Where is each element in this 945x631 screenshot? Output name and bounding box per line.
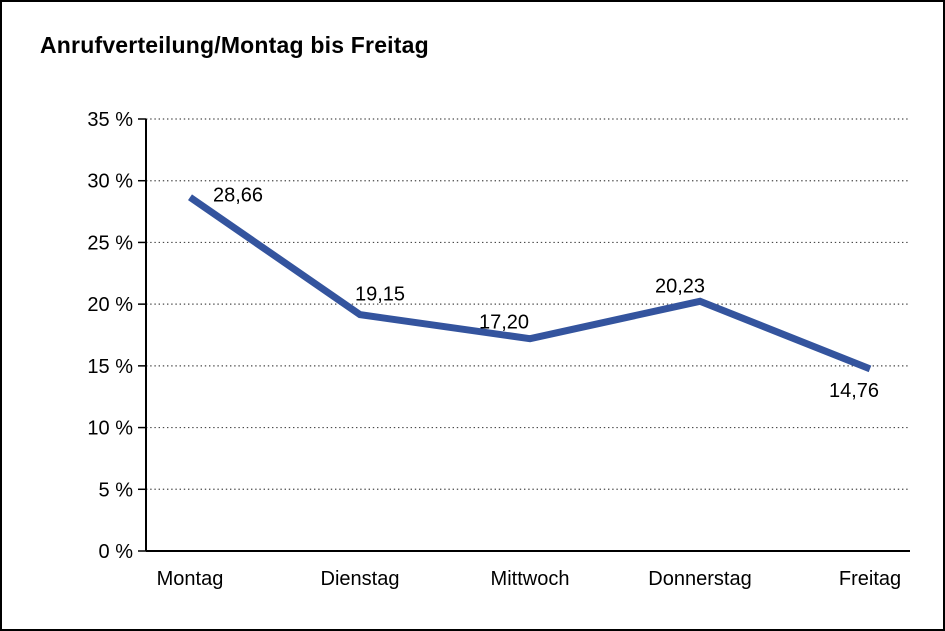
data-line — [188, 194, 872, 373]
y-axis-label: 20 % — [87, 294, 133, 316]
x-axis-label: Mittwoch — [491, 568, 570, 590]
y-axis-label: 25 % — [87, 232, 133, 254]
y-axis-label: 0 % — [99, 541, 134, 563]
data-label: 14,76 — [829, 380, 879, 402]
x-axis-label: Freitag — [839, 568, 901, 590]
x-axis-label: Montag — [157, 568, 224, 590]
y-axis-label: 5 % — [99, 479, 134, 501]
page-title: Anrufverteilung/Montag bis Freitag — [40, 32, 429, 58]
y-axis-label: 10 % — [87, 418, 133, 440]
x-axis-label: Dienstag — [321, 568, 400, 590]
y-axis-label: 35 % — [87, 109, 133, 131]
y-axis-label: 30 % — [87, 171, 133, 193]
data-label: 20,23 — [655, 275, 705, 297]
data-label: 17,20 — [479, 312, 529, 334]
data-label: 28,66 — [213, 184, 263, 206]
data-label: 19,15 — [355, 284, 405, 306]
y-axis-label: 15 % — [87, 356, 133, 378]
x-axis-label: Donnerstag — [648, 568, 751, 590]
